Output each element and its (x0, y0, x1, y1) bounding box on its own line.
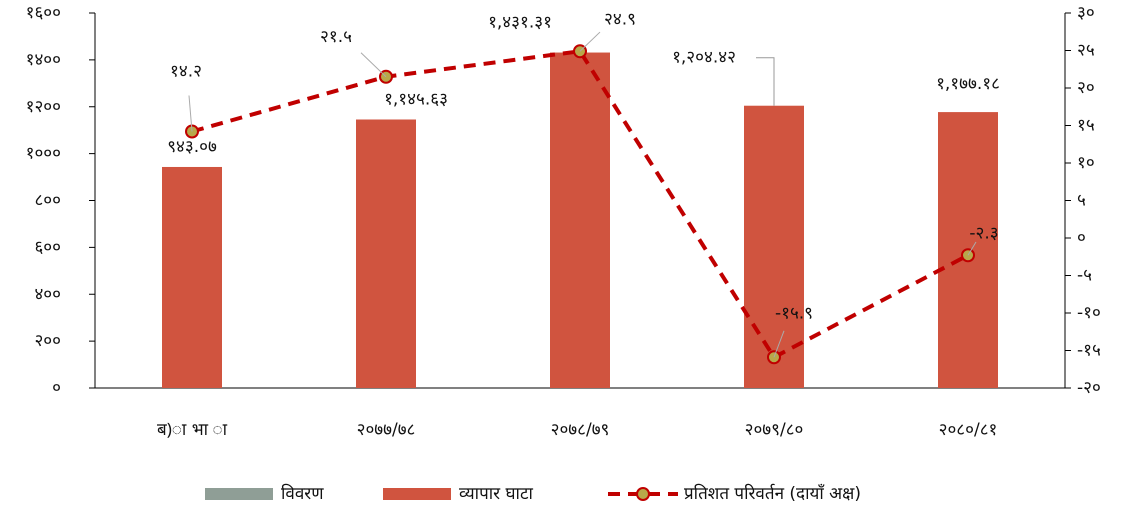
leader-line (967, 241, 977, 256)
x-tick-label: २०७८/७९ (551, 420, 610, 440)
line-value-label: -१५.९ (775, 303, 813, 323)
y2-tick-label: -२० (1077, 378, 1101, 398)
y2-tick-label: १५ (1077, 116, 1095, 136)
y-tick-label: ६०० (34, 237, 61, 257)
y-tick-label: १६०० (26, 3, 61, 23)
y2-tick-label: २० (1077, 78, 1095, 98)
y-tick-label: २०० (34, 331, 61, 351)
bar (356, 119, 416, 388)
bar (550, 52, 610, 389)
bar-value-label: १,४३१.३१ (488, 13, 552, 33)
y2-tick-label: ३० (1077, 3, 1095, 23)
y-tick-label: १००० (26, 144, 61, 164)
y-tick-label: ० (52, 378, 61, 398)
y-tick-label: १२०० (26, 97, 61, 117)
y2-tick-label: १० (1077, 153, 1095, 173)
legend-label: प्रतिशत परिवर्तन (दायाँ अक्ष) (684, 483, 861, 504)
legend-label: व्यापार घाटा (459, 484, 534, 504)
leader-line (579, 31, 601, 52)
x-tick-label: ब)ा भा ा (157, 420, 228, 440)
bar-value-label: ९४३.०७ (167, 137, 217, 157)
bar-value-label: १,१४५.६३ (384, 89, 448, 109)
y2-tick-label: ० (1077, 228, 1086, 248)
y-tick-label: ८०० (34, 191, 61, 211)
y2-tick-label: -५ (1077, 266, 1092, 286)
legend-swatch (205, 488, 273, 500)
legend-marker (636, 487, 650, 501)
line-value-label: १४.२ (170, 62, 202, 82)
legend-swatch (383, 488, 451, 500)
bar-value-label: १,१७७.१८ (936, 74, 1000, 94)
leader-line (756, 57, 775, 106)
bar (162, 166, 222, 388)
y2-tick-label: -१५ (1077, 341, 1101, 361)
leader-line (773, 330, 785, 358)
bar-value-label: १,२०४.४२ (672, 48, 736, 68)
line-value-label: -२.३ (969, 223, 998, 243)
legend-label: विवरण (281, 483, 324, 504)
line-value-label: २४.९ (604, 9, 636, 29)
y-tick-label: ४०० (34, 284, 61, 304)
leader-line (360, 52, 387, 78)
y2-tick-label: -१० (1077, 303, 1101, 323)
y2-tick-label: ५ (1077, 191, 1086, 211)
y2-tick-label: २५ (1077, 41, 1095, 61)
x-tick-label: २०८०/८१ (939, 420, 998, 440)
leader-line (188, 95, 193, 132)
bar (744, 105, 804, 389)
x-tick-label: २०७७/७८ (357, 420, 416, 440)
x-tick-label: २०७९/८० (745, 420, 804, 440)
y-tick-label: १४०० (26, 50, 61, 70)
line-value-label: २१.५ (320, 27, 352, 47)
